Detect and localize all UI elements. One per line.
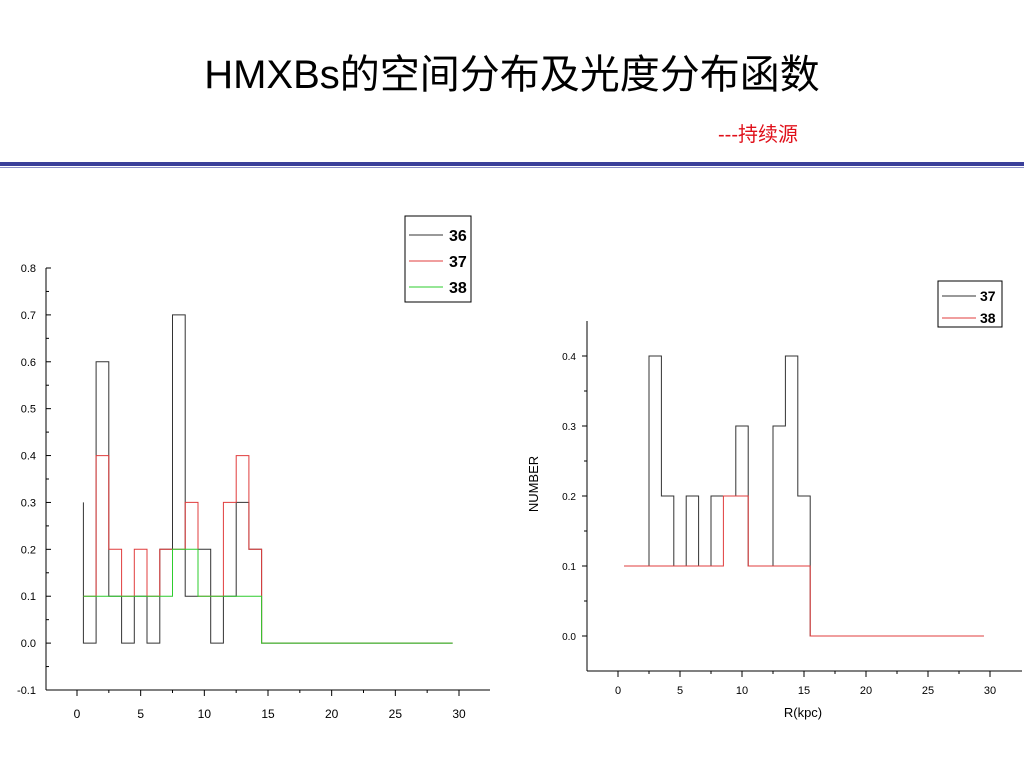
chart1-series-38-line [83,548,453,644]
chart1-y-tick-label: 0.1 [21,591,36,603]
chart1-y-tick-label: 0.7 [21,310,36,322]
chart2-y-tick-label: 0.0 [562,632,576,643]
chart2-x-tick-label: 10 [736,685,748,697]
chart2-y-tick-label: 0.1 [562,562,576,573]
chart1-legend-label-38: 38 [449,280,467,297]
chart1-x-tick-label: 15 [261,707,275,721]
header-divider [0,162,1024,166]
chart2-x-tick-label: 15 [798,685,810,697]
chart2-legend-label-38: 38 [980,310,996,326]
chart1-x-tick-label: 25 [389,707,403,721]
chart1-y-tick-label: 0.4 [21,451,36,463]
chart2-series-37-line [624,355,984,637]
chart1-y-tick-label: 0.2 [21,544,36,556]
chart2-legend-label-37: 37 [980,288,996,304]
chart2-legend-box [937,280,1003,328]
chart1-y-tick-label: 0.5 [21,404,36,416]
chart1-y-tick-label: 0.0 [21,638,36,650]
slide-subtitle: ---持续源 [718,124,798,146]
chart1-x-tick-label: 5 [137,707,144,721]
chart2-y-tick-label: 0.4 [562,352,576,363]
chart1-x-tick-label: 20 [325,707,339,721]
chart2-y-tick-label: 0.2 [562,492,576,503]
header-divider-thin [0,167,1024,168]
chart1-x-tick-label: 30 [452,707,466,721]
chart1-y-tick-label: 0.6 [21,357,36,369]
chart1-y-tick-label: 0.3 [21,497,36,509]
chart2-series-38-line [624,495,984,637]
chart1-y-tick-label: -0.1 [17,685,36,697]
chart1-x-tick-label: 0 [74,707,81,721]
chart2-y-axis-title: NUMBER [526,456,541,512]
chart2-x-tick-label: 5 [677,685,683,697]
chart2-x-tick-label: 25 [922,685,934,697]
chart1-x-tick-label: 10 [198,707,212,721]
chart2-y-tick-label: 0.3 [562,422,576,433]
chart2-x-tick-label: 30 [984,685,996,697]
chart1-legend-label-36: 36 [449,228,467,245]
chart1-legend-label-37: 37 [449,254,467,271]
chart2-x-tick-label: 20 [860,685,872,697]
slide-title: HMXBs的空间分布及光度分布函数 [204,53,820,97]
chart1-legend-box [404,215,472,303]
chart2-x-tick-label: 0 [615,685,621,697]
chart1-y-tick-label: 0.8 [21,263,36,275]
chart2-x-axis-title: R(kpc) [784,705,822,720]
